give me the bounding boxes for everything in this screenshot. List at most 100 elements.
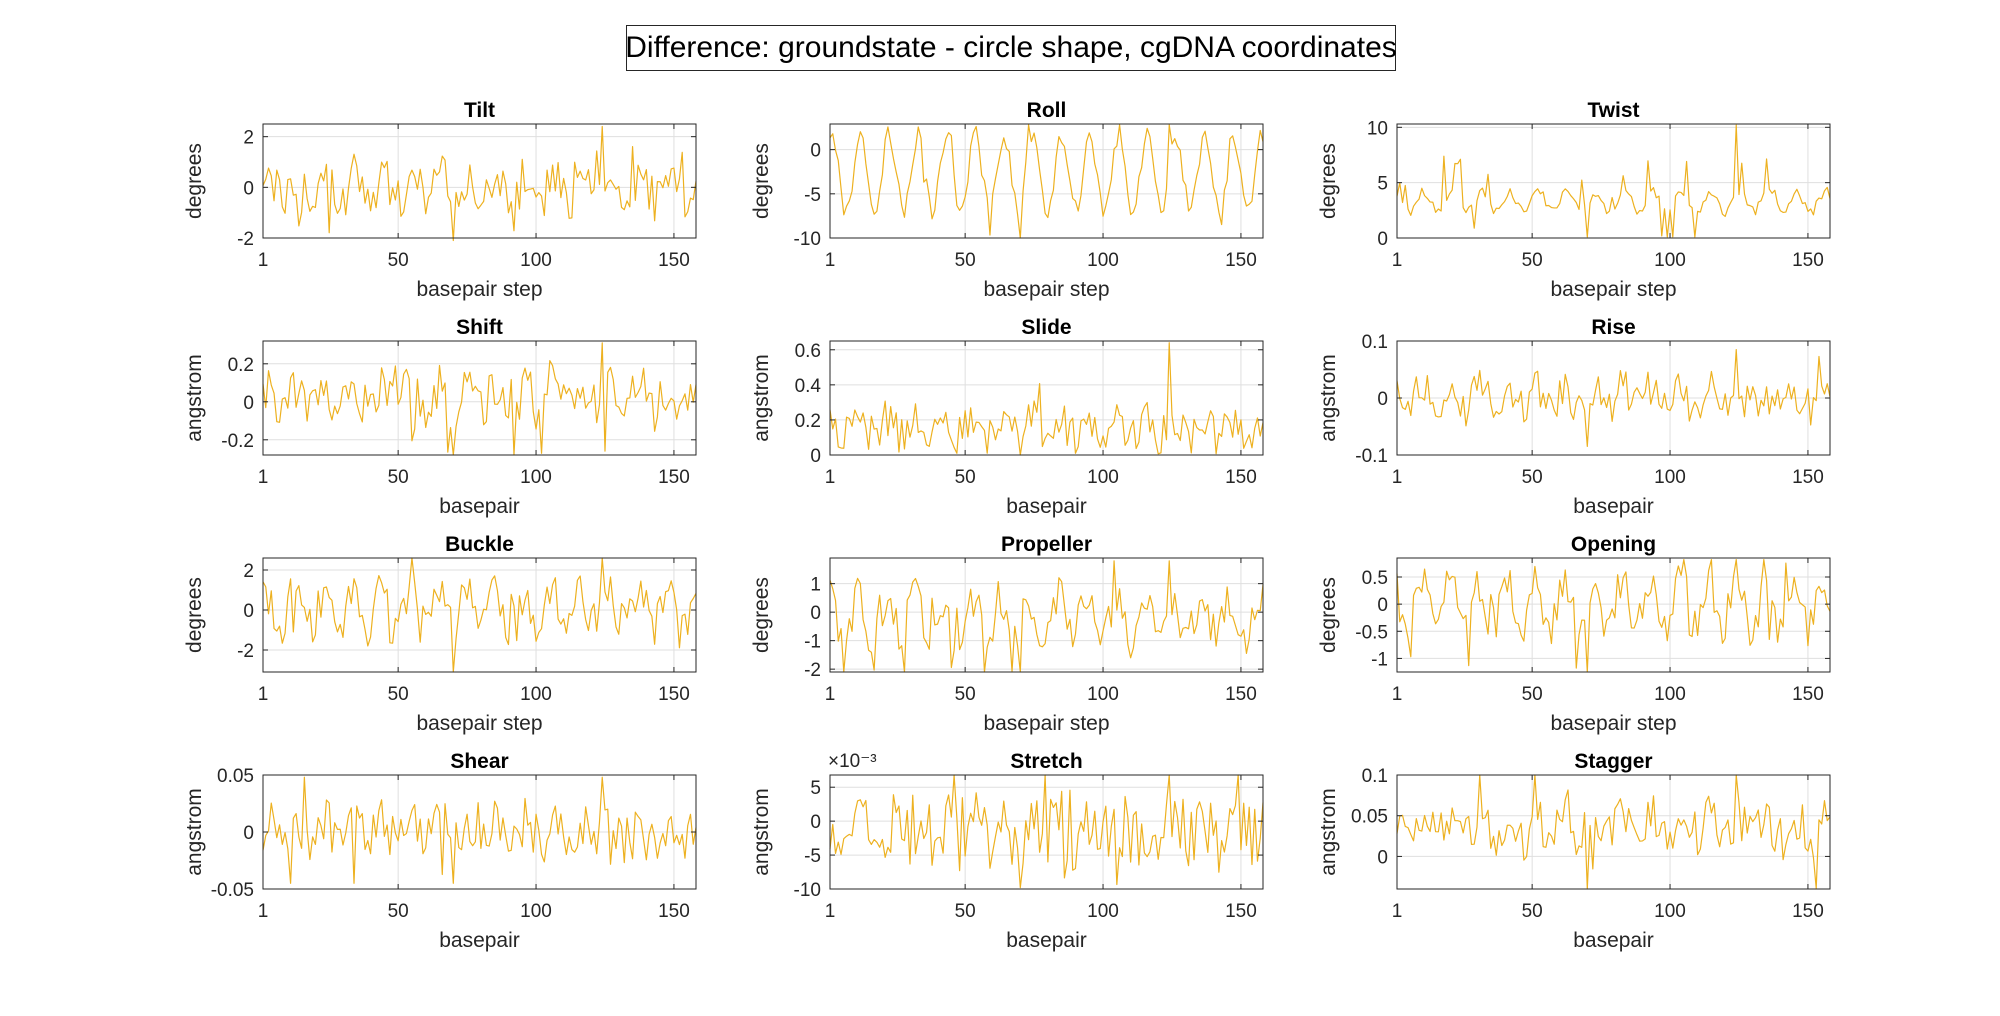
shear-y-tick-label: 0 — [243, 823, 254, 844]
buckle-x-tick-label: 1 — [258, 684, 269, 705]
shear-y-tick-label: -0.05 — [211, 880, 254, 901]
buckle-x-tick-label: 100 — [520, 684, 552, 705]
buckle-title: Buckle — [445, 533, 514, 556]
twist-x-tick-label: 150 — [1792, 250, 1824, 271]
opening-x-tick-label: 150 — [1792, 684, 1824, 705]
roll-x-tick-label: 1 — [825, 250, 836, 271]
twist-y-tick-label: 0 — [1377, 229, 1388, 250]
twist-y-label: degrees — [1317, 143, 1340, 219]
shift-axes-box — [262, 340, 697, 456]
twist-title: Twist — [1587, 99, 1639, 122]
propeller-x-tick-label: 150 — [1225, 684, 1257, 705]
shear-y-label: angstrom — [183, 788, 206, 876]
roll-title: Roll — [1027, 99, 1067, 122]
slide-y-label: angstrom — [750, 354, 773, 442]
opening-x-tick-label: 100 — [1654, 684, 1686, 705]
opening-y-tick-label: -0.5 — [1355, 622, 1388, 643]
stretch-axes-box — [829, 774, 1264, 890]
stagger-x-tick-label: 1 — [1392, 901, 1403, 922]
rise-x-tick-label: 100 — [1654, 467, 1686, 488]
twist-x-label: basepair step — [1550, 278, 1676, 301]
stagger-y-tick-label: 0 — [1377, 847, 1388, 868]
opening-axes-box — [1396, 557, 1831, 673]
shift-x-tick-label: 50 — [388, 467, 409, 488]
stretch-y-tick-label: -5 — [804, 846, 821, 867]
shift-x-tick-label: 1 — [258, 467, 269, 488]
shift-x-label: basepair — [439, 495, 520, 518]
buckle-y-tick-label: -2 — [237, 641, 254, 662]
buckle-axes-box — [262, 557, 697, 673]
shift-y-tick-label: 0 — [243, 393, 254, 414]
tilt-y-tick-label: -2 — [237, 229, 254, 250]
tilt-y-tick-label: 0 — [243, 178, 254, 199]
stagger-title: Stagger — [1574, 750, 1652, 773]
stagger-x-tick-label: 150 — [1792, 901, 1824, 922]
slide-title: Slide — [1021, 316, 1071, 339]
stagger-y-tick-label: 0.1 — [1362, 766, 1388, 787]
opening-x-tick-label: 50 — [1522, 684, 1543, 705]
slide-y-tick-label: 0.6 — [795, 341, 821, 362]
opening-y-label: degrees — [1317, 577, 1340, 653]
propeller-y-label: degrees — [750, 577, 773, 653]
stretch-y-tick-label: 5 — [810, 778, 821, 799]
propeller-x-label: basepair step — [983, 712, 1109, 735]
slide-y-tick-label: 0.2 — [795, 411, 821, 432]
slide-axes-box — [829, 340, 1264, 456]
stagger-x-tick-label: 100 — [1654, 901, 1686, 922]
slide-y-tick-label: 0 — [810, 446, 821, 467]
opening-y-tick-label: 0.5 — [1362, 568, 1388, 589]
roll-series-line — [829, 124, 1264, 239]
rise-title: Rise — [1591, 316, 1635, 339]
buckle-x-tick-label: 50 — [388, 684, 409, 705]
propeller-y-tick-label: 1 — [810, 575, 821, 596]
opening-y-tick-label: 0 — [1377, 595, 1388, 616]
tilt-x-label: basepair step — [416, 278, 542, 301]
shift-y-tick-label: 0.2 — [228, 355, 254, 376]
rise-y-tick-label: 0 — [1377, 389, 1388, 410]
stretch-y-tick-label: 0 — [810, 812, 821, 833]
shear-x-tick-label: 50 — [388, 901, 409, 922]
subplot-stretch: 1 50 100 150-10-505×10⁻³ Stretchbasepairangs… — [750, 750, 1264, 952]
stretch-x-tick-label: 50 — [955, 901, 976, 922]
stretch-series-line — [829, 774, 1264, 889]
twist-series-line — [1396, 124, 1831, 238]
stretch-y-tick-label: -10 — [794, 880, 821, 901]
stretch-x-tick-label: 1 — [825, 901, 836, 922]
buckle-x-tick-label: 150 — [658, 684, 690, 705]
rise-series-line — [1396, 348, 1831, 448]
roll-x-label: basepair step — [983, 278, 1109, 301]
stretch-y-label: angstrom — [750, 788, 773, 876]
opening-title: Opening — [1571, 533, 1656, 556]
tilt-series-line — [262, 125, 697, 242]
rise-y-tick-label: -0.1 — [1355, 446, 1388, 467]
roll-y-tick-label: 0 — [810, 141, 821, 162]
figure-title: Difference: groundstate - circle shape, … — [625, 25, 1397, 71]
shift-plot-area — [263, 341, 696, 455]
stretch-x-tick-label: 100 — [1087, 901, 1119, 922]
tilt-x-tick-label: 100 — [520, 250, 552, 271]
rise-x-tick-label: 50 — [1522, 467, 1543, 488]
twist-plot-area — [1397, 124, 1830, 238]
roll-x-tick-label: 150 — [1225, 250, 1257, 271]
roll-y-label: degrees — [750, 143, 773, 219]
opening-x-label: basepair step — [1550, 712, 1676, 735]
tilt-y-tick-label: 2 — [243, 128, 254, 149]
buckle-x-label: basepair step — [416, 712, 542, 735]
rise-x-tick-label: 150 — [1792, 467, 1824, 488]
propeller-axes-box — [829, 557, 1264, 673]
slide-x-tick-label: 150 — [1225, 467, 1257, 488]
shear-x-tick-label: 150 — [658, 901, 690, 922]
stagger-x-tick-label: 50 — [1522, 901, 1543, 922]
propeller-y-tick-label: -1 — [804, 632, 821, 653]
slide-plot-area — [830, 341, 1263, 455]
shear-title: Shear — [450, 750, 508, 773]
tilt-y-label: degrees — [183, 143, 206, 219]
stretch-title: Stretch — [1010, 750, 1082, 773]
propeller-x-tick-label: 1 — [825, 684, 836, 705]
